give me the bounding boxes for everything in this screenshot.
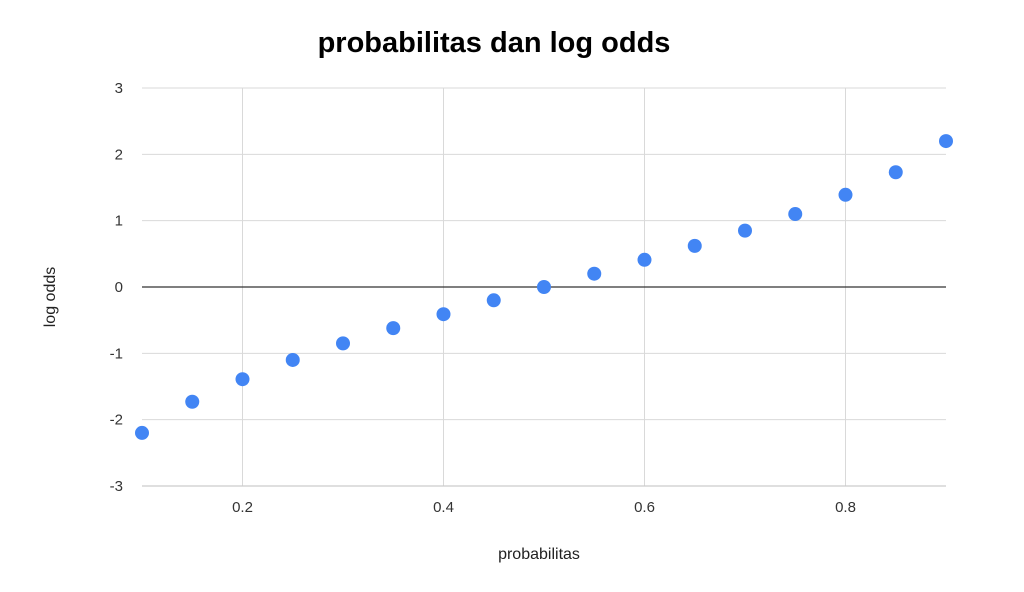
- data-point: [838, 187, 853, 202]
- y-tick-label: 1: [115, 213, 123, 230]
- data-point: [788, 207, 803, 222]
- y-tick-label: 2: [115, 146, 123, 163]
- data-point: [185, 394, 200, 409]
- chart-title: probabilitas dan log odds: [318, 27, 671, 59]
- tick-labels: 3 2 1 0 -1 -2 -3 0.2 0.4 0.6 0.8: [110, 80, 856, 516]
- data-point: [537, 280, 551, 294]
- data-point: [486, 293, 501, 308]
- data-point: [235, 372, 250, 387]
- axes: [142, 286, 946, 487]
- data-point: [135, 425, 149, 440]
- data-point: [637, 252, 652, 267]
- y-tick-label: -2: [110, 412, 123, 429]
- data-point: [587, 266, 602, 281]
- y-tick-label: -3: [110, 478, 123, 495]
- y-tick-label: 0: [115, 279, 123, 296]
- data-point: [386, 321, 401, 336]
- data-point: [687, 238, 702, 253]
- y-tick-label: -1: [110, 345, 123, 362]
- x-tick-label: 0.8: [835, 499, 856, 516]
- data-point: [939, 134, 953, 149]
- data-point: [738, 223, 752, 238]
- data-point: [336, 336, 350, 351]
- x-axis-label: probabilitas: [498, 546, 580, 563]
- x-tick-label: 0.4: [433, 499, 454, 516]
- data-point: [436, 307, 451, 322]
- y-tick-label: 3: [115, 80, 123, 97]
- data-point: [285, 352, 300, 367]
- y-axis-label: log odds: [42, 267, 59, 328]
- x-tick-label: 0.6: [634, 499, 655, 516]
- data-points: [135, 134, 953, 440]
- x-tick-label: 0.2: [232, 499, 253, 516]
- data-point: [888, 165, 903, 180]
